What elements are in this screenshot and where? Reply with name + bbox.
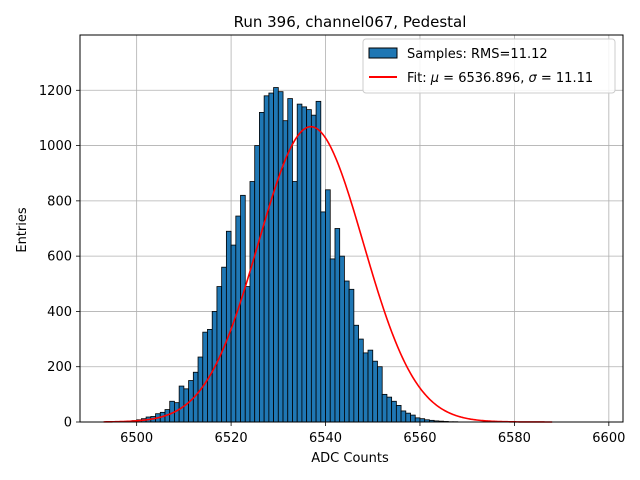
y-tick-label: 0 [64, 416, 72, 431]
histogram-bar [235, 215, 241, 423]
legend-samples-patch [368, 47, 398, 59]
histogram-bar [381, 393, 388, 423]
histogram-bar [230, 244, 237, 423]
plot-frame [79, 34, 624, 423]
histogram-bar [348, 288, 355, 423]
y-ticks: 0 200 400 600 800 1000 1200 [39, 84, 80, 431]
x-tick-label: 6520 [215, 431, 248, 446]
legend-fit-label: Fit: μ = 6536.896, σ = 11.11 [407, 71, 593, 86]
y-tick-label: 400 [47, 305, 72, 320]
y-tick-label: 1000 [39, 139, 72, 154]
histogram-bar [249, 181, 256, 423]
histogram-bar [225, 230, 232, 423]
histogram-bar [202, 331, 208, 423]
histogram-bar [339, 255, 345, 423]
histogram-bar [395, 405, 402, 423]
histogram-bar [178, 385, 185, 423]
histogram-bar [367, 349, 374, 423]
histogram-bar [263, 95, 270, 423]
y-tick-label: 800 [47, 194, 72, 209]
histogram-bar [315, 100, 322, 423]
x-tick-label: 6560 [403, 431, 436, 446]
x-ticks: 6500 6520 6540 6560 6580 6600 [120, 422, 625, 446]
histogram-bars [126, 87, 459, 423]
histogram-bar [301, 106, 308, 423]
x-tick-label: 6580 [498, 431, 531, 446]
histogram-bar [362, 352, 369, 423]
histogram-bar [240, 194, 246, 423]
histogram-bar [254, 145, 260, 423]
chart-title: Run 396, channel067, Pedestal [234, 13, 467, 31]
histogram-bar [277, 91, 284, 423]
histogram-bar [358, 338, 364, 423]
x-tick-label: 6500 [120, 431, 153, 446]
legend: Samples: RMS=11.12 Fit: μ = 6536.896, σ … [362, 38, 616, 94]
histogram-bar [386, 396, 393, 423]
histogram-bar [306, 109, 312, 423]
histogram-bar [244, 286, 251, 423]
legend-samples-label: Samples: RMS=11.12 [407, 47, 548, 62]
histogram-bar [414, 417, 421, 423]
histogram-bar [377, 366, 383, 423]
histogram-bar [296, 103, 303, 423]
gaussian-fit [103, 125, 553, 423]
histogram-bar [391, 400, 397, 423]
histogram-bar [259, 112, 265, 423]
histogram-bar [400, 410, 407, 423]
histogram-bar [405, 412, 411, 423]
legend-box [362, 38, 616, 94]
x-tick-label: 6600 [592, 431, 625, 446]
histogram-bar [329, 258, 336, 423]
y-tick-label: 600 [47, 250, 72, 265]
histogram-bar [268, 92, 274, 423]
histogram-bar [410, 414, 416, 423]
histogram-bar [353, 324, 359, 423]
y-tick-label: 200 [47, 360, 72, 375]
y-tick-label: 1200 [39, 84, 72, 99]
histogram-bar [344, 280, 350, 423]
histogram-bar [310, 114, 317, 423]
y-axis-label: Entries [15, 207, 30, 253]
histogram-bar [372, 360, 378, 423]
histogram-bar [325, 189, 331, 423]
fit-curve [103, 125, 553, 423]
x-axis-label: ADC Counts [311, 451, 389, 466]
histogram-bar [334, 228, 341, 423]
histogram-bar [282, 120, 289, 423]
histogram-bar [273, 87, 279, 423]
histogram-bar [320, 211, 326, 423]
histogram-bar [292, 181, 298, 423]
x-tick-label: 6540 [309, 431, 342, 446]
